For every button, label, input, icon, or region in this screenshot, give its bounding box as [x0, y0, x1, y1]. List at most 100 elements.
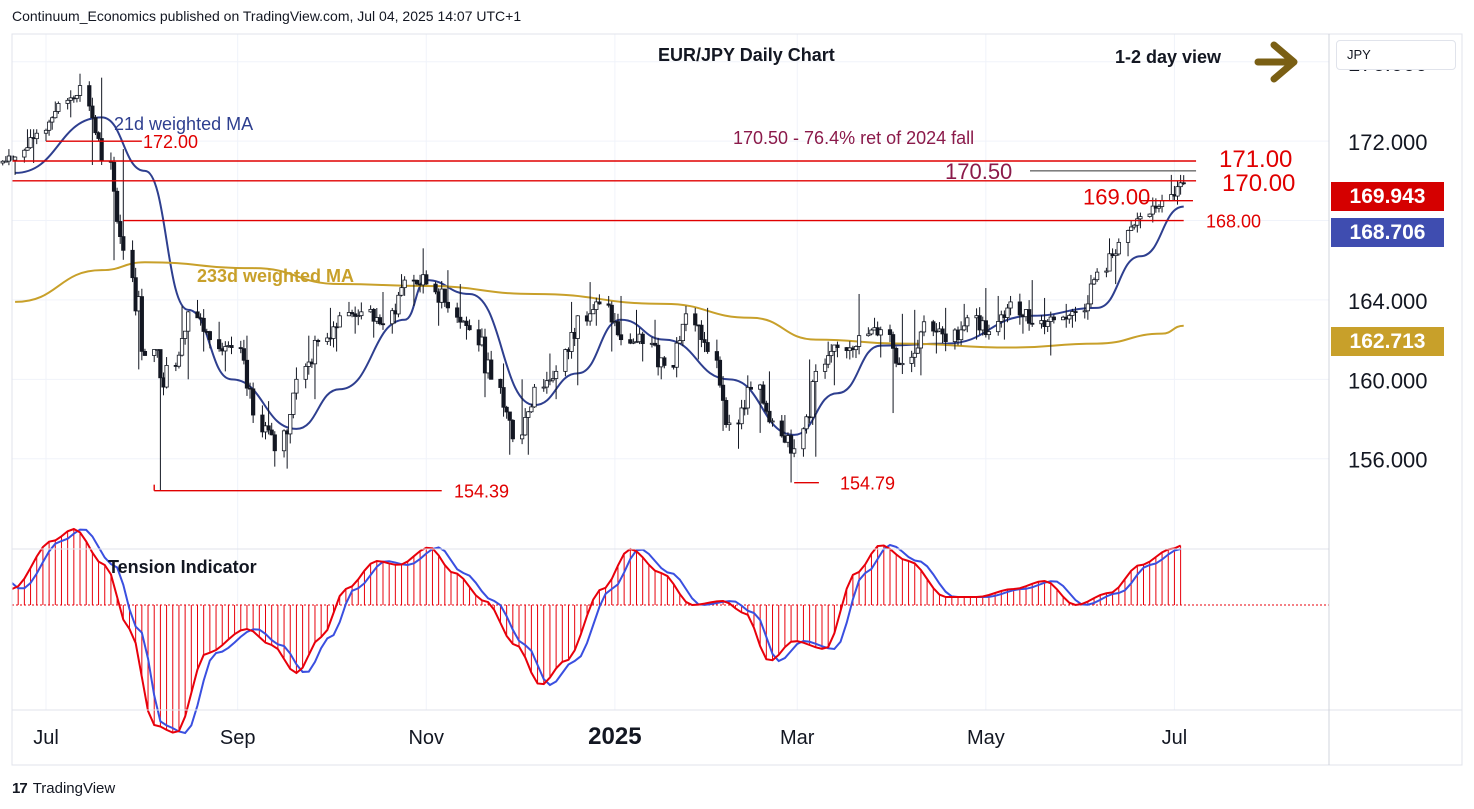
candle-body: [628, 339, 633, 344]
candle-body: [742, 407, 747, 410]
candle: [164, 357, 169, 389]
candle: [652, 319, 658, 347]
candle-body: [652, 342, 658, 346]
candle-body: [164, 365, 169, 388]
candle-body: [615, 321, 621, 336]
candle-body: [554, 370, 559, 379]
candle-body: [761, 384, 766, 404]
candle: [1147, 213, 1152, 218]
candle: [1073, 306, 1078, 322]
candle: [93, 115, 98, 136]
candle-body: [931, 321, 936, 332]
candle: [130, 240, 135, 283]
candle-body: [399, 287, 404, 296]
candle-body: [890, 334, 896, 349]
time-tick-label: Mar: [780, 727, 815, 749]
candle: [767, 371, 772, 424]
candle-body: [3, 160, 8, 163]
candle: [835, 341, 840, 358]
candle-body: [507, 411, 512, 421]
candle: [349, 309, 355, 318]
candle-body: [986, 331, 992, 336]
candle-body: [251, 388, 256, 416]
candle-body: [25, 147, 30, 151]
level-label: 171.00: [1219, 146, 1292, 173]
candle: [826, 341, 831, 369]
candle: [504, 405, 509, 419]
candle-body: [804, 416, 809, 430]
candle: [1008, 295, 1013, 316]
candle: [266, 401, 271, 435]
candle: [1107, 238, 1112, 272]
candle-body: [315, 339, 321, 343]
candle: [720, 376, 726, 431]
candle-body: [217, 339, 222, 350]
level-label: 154.79: [840, 474, 895, 494]
candle-body: [1030, 322, 1035, 325]
candle-body: [523, 417, 528, 436]
candle-body: [464, 320, 469, 326]
candle-body: [1175, 186, 1180, 197]
candle: [606, 295, 611, 308]
candle: [742, 399, 747, 416]
candle: [115, 187, 120, 224]
candle-body: [455, 307, 460, 318]
candle: [674, 337, 679, 378]
time-tick-label: Jul: [1162, 727, 1188, 749]
candle-body: [1091, 279, 1097, 285]
candle-body: [53, 111, 58, 119]
candle-body: [312, 339, 318, 365]
candle: [890, 331, 896, 414]
candle: [656, 337, 661, 376]
candle-body: [724, 400, 729, 426]
candle-body: [179, 338, 185, 356]
candle-body: [965, 317, 970, 327]
candle-body: [1027, 309, 1032, 324]
candle: [53, 101, 58, 119]
candle-body: [520, 434, 525, 440]
candle: [28, 129, 33, 149]
candle: [628, 333, 633, 345]
candle: [822, 358, 828, 379]
candle: [717, 356, 723, 388]
candle: [269, 422, 274, 436]
candle-body: [356, 315, 361, 318]
candle: [724, 397, 729, 428]
candle-body: [779, 420, 784, 437]
candle: [291, 392, 296, 419]
candle-body: [207, 331, 212, 341]
candle-body: [377, 317, 382, 325]
candle-body: [1070, 311, 1075, 316]
candle: [142, 348, 148, 356]
candle: [229, 336, 234, 355]
footer[interactable]: 17 TradingView: [12, 776, 115, 800]
candle: [399, 274, 404, 297]
candle-body: [111, 161, 117, 192]
candle: [529, 403, 534, 413]
candle-body: [139, 296, 144, 352]
candle: [99, 77, 104, 165]
candle-body: [569, 332, 574, 352]
candle-body: [1156, 206, 1162, 209]
arrow-head: [1270, 41, 1298, 83]
candle: [207, 330, 212, 349]
candle-body: [915, 347, 920, 354]
candle: [1125, 229, 1131, 257]
candle-body: [770, 420, 775, 423]
candle-body: [142, 350, 148, 356]
candle: [43, 128, 49, 142]
candle-body: [353, 313, 358, 317]
oscillator-signal-line: [11, 528, 1181, 735]
candle: [414, 279, 420, 286]
candle: [912, 309, 917, 367]
candle-body: [152, 349, 157, 356]
currency-selector[interactable]: JPY: [1336, 40, 1456, 70]
candle-body: [532, 386, 537, 408]
candle-body: [575, 315, 580, 339]
oscillator-title: Tension Indicator: [108, 557, 257, 577]
ma21-price-badge: 168.706: [1331, 218, 1444, 247]
candle-body: [934, 330, 939, 333]
publisher-line: Continuum_Economics published on Trading…: [12, 8, 522, 24]
candle: [331, 321, 336, 348]
